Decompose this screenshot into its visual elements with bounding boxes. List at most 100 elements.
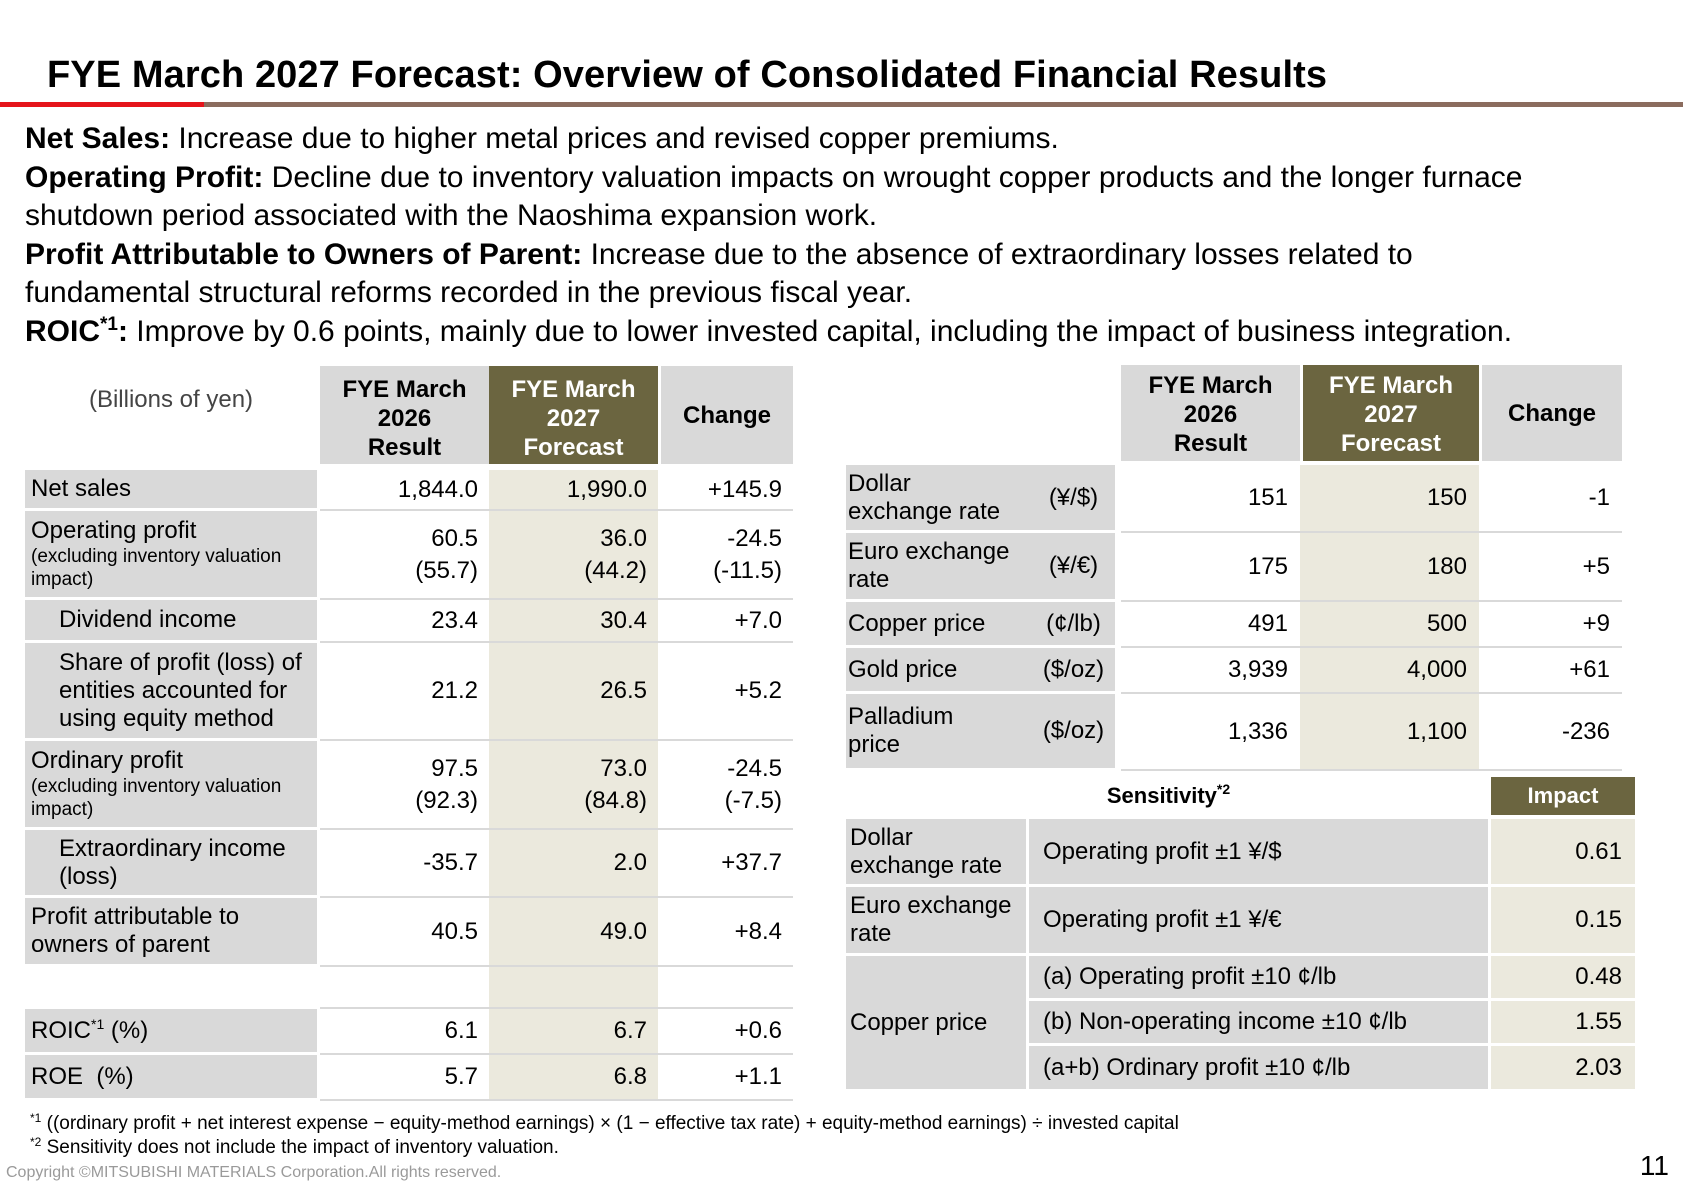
cell-operating-profit-result: 60.5 (55.7) <box>320 511 489 600</box>
cell-profit-attrib-forecast: 49.0 <box>489 898 658 967</box>
table-row: Operating profit (excluding inventory val… <box>25 511 793 600</box>
rt-label-copper: Copper price <box>846 602 1032 648</box>
rt-gold-result: 3,939 <box>1121 648 1300 694</box>
title-rule <box>204 102 1683 107</box>
summary-profit-attributable-label: Profit Attributable to Owners of Parent: <box>25 237 583 271</box>
table-row: Profit attributable to owners of parent 4… <box>25 898 793 967</box>
header-forecast: FYE March 2027 Forecast <box>489 366 658 464</box>
table-row: Euro exchange rate (¥/€) 175 180 +5 <box>846 533 1622 602</box>
sensitivity-impact-header: Impact <box>1491 777 1635 815</box>
unit-label: (Billions of yen) <box>88 386 254 413</box>
cell-net-sales-result: 1,844.0 <box>320 470 489 511</box>
row-label-roe: ROE (%) <box>25 1055 317 1101</box>
rt-label-euro: Euro exchange rate <box>846 533 1032 602</box>
table-row: Palladium price ($/oz) 1,336 1,100 -236 <box>846 694 1622 771</box>
table-row: (b) Non-operating income ±10 ¢/lb 1.55 <box>846 1001 1635 1046</box>
cell-dividend-forecast: 30.4 <box>489 600 658 643</box>
rt-euro-forecast: 180 <box>1300 533 1479 602</box>
table-row: Extraordinary income (loss) -35.7 2.0 +37… <box>25 830 793 898</box>
table-row: Dollar exchange rate (¥/$) 151 150 -1 <box>846 465 1622 533</box>
row-label-profit-attributable: Profit attributable to owners of parent <box>25 898 317 967</box>
rt-euro-result: 175 <box>1121 533 1300 602</box>
rt-label-dollar: Dollar exchange rate <box>846 465 1032 533</box>
rt-palladium-result: 1,336 <box>1121 694 1300 771</box>
rt-gold-forecast: 4,000 <box>1300 648 1479 694</box>
cell-ordinary-profit-change: -24.5 (-7.5) <box>658 741 793 830</box>
rt-dollar-forecast: 150 <box>1300 465 1479 533</box>
sens-desc-dollar: Operating profit ±1 ¥/$ <box>1029 819 1491 887</box>
cell-profit-attrib-result: 40.5 <box>320 898 489 967</box>
rt-copper-forecast: 500 <box>1300 602 1479 648</box>
cell-ordinary-profit-forecast: 73.0 (84.8) <box>489 741 658 830</box>
summary-roic-text: Improve by 0.6 points, mainly due to low… <box>127 314 1513 348</box>
sens-desc-copper-b: (b) Non-operating income ±10 ¢/lb <box>1029 1001 1491 1046</box>
cell-dividend-change: +7.0 <box>658 600 793 643</box>
footnote-1: *1 ((ordinary profit + net interest expe… <box>30 1111 1179 1134</box>
cell-operating-profit-change: -24.5 (-11.5) <box>658 511 793 600</box>
summary-profit-attributable-cont: fundamental structural reforms recorded … <box>25 276 913 309</box>
table-row: ROE (%) 5.7 6.8 +1.1 <box>25 1055 793 1101</box>
summary-operating-profit-text: Decline due to inventory valuation impac… <box>263 160 1523 194</box>
cell-dividend-result: 23.4 <box>320 600 489 643</box>
cell-equity-forecast: 26.5 <box>489 643 658 741</box>
summary-roic-label: ROIC*1: <box>25 313 128 348</box>
row-label-operating-profit: Operating profit (excluding inventory val… <box>25 511 317 600</box>
summary-net-sales-label: Net Sales: <box>25 122 171 155</box>
cell-extraordinary-change: +37.7 <box>658 830 793 898</box>
rt-unit-copper: (¢/lb) <box>1032 602 1118 648</box>
table-row: (a+b) Ordinary profit ±10 ¢/lb 2.03 <box>846 1046 1635 1092</box>
cell-profit-attrib-change: +8.4 <box>658 898 793 967</box>
table-row: Dividend income 23.4 30.4 +7.0 <box>25 600 793 643</box>
table-row: Copper price (a) Operating profit ±10 ¢/… <box>846 956 1635 1092</box>
cell-roe-forecast: 6.8 <box>489 1055 658 1101</box>
sens-desc-copper-a: (a) Operating profit ±10 ¢/lb <box>1029 956 1491 1001</box>
row-label-ordinary-profit: Ordinary profit (excluding inventory valu… <box>25 741 317 830</box>
cell-roic-change: +0.6 <box>658 1009 793 1055</box>
cell-extraordinary-result: -35.7 <box>320 830 489 898</box>
sens-value-copper-a: 0.48 <box>1491 956 1635 1001</box>
cell-net-sales-change: +145.9 <box>658 470 793 511</box>
table-row: Gold price ($/oz) 3,939 4,000 +61 <box>846 648 1622 694</box>
rt-label-gold: Gold price <box>846 648 1032 694</box>
rt-header-change: Change <box>1479 365 1622 461</box>
table-row: Euro exchange rate Operating profit ±1 ¥/… <box>846 887 1635 956</box>
rt-unit-palladium: ($/oz) <box>1032 694 1118 771</box>
sens-desc-euro: Operating profit ±1 ¥/€ <box>1029 887 1491 956</box>
sens-value-copper-ab: 2.03 <box>1491 1046 1635 1092</box>
rt-palladium-change: -236 <box>1479 694 1622 771</box>
table-row: Net sales 1,844.0 1,990.0 +145.9 <box>25 470 793 511</box>
summary-operating-profit: Operating Profit: Decline due to invento… <box>25 159 1675 198</box>
copyright: Copyright ©MITSUBISHI MATERIALS Corporat… <box>6 1164 502 1181</box>
rt-label-palladium: Palladium price <box>846 694 1032 771</box>
rt-copper-result: 491 <box>1121 602 1300 648</box>
footnote-2: *2 Sensitivity does not include the impa… <box>30 1135 559 1158</box>
cell-extraordinary-forecast: 2.0 <box>489 830 658 898</box>
cell-roic-result: 6.1 <box>320 1009 489 1055</box>
sens-value-euro: 0.15 <box>1491 887 1635 956</box>
row-label-extraordinary: Extraordinary income (loss) <box>25 830 317 898</box>
cell-roe-change: +1.1 <box>658 1055 793 1101</box>
rt-unit-euro: (¥/€) <box>1032 533 1118 602</box>
summary-net-sales: Net Sales: Increase due to higher metal … <box>25 120 1675 159</box>
sens-label-euro: Euro exchange rate <box>846 887 1029 956</box>
footnotes: *1 ((ordinary profit + net interest expe… <box>30 1112 1179 1160</box>
summary-operating-profit-cont: shutdown period associated with the Naos… <box>25 199 878 232</box>
cell-ordinary-profit-result: 97.5 (92.3) <box>320 741 489 830</box>
row-label-equity-method: Share of profit (loss) of entities accoun… <box>25 643 317 741</box>
cell-equity-result: 21.2 <box>320 643 489 741</box>
rt-unit-gold: ($/oz) <box>1032 648 1118 694</box>
rt-euro-change: +5 <box>1479 533 1622 602</box>
summary-profit-attributable-text: Increase due to the absence of extraordi… <box>582 237 1413 271</box>
rt-header-result: FYE March 2026 Result <box>1121 365 1300 461</box>
summary-profit-attributable: Profit Attributable to Owners of Parent:… <box>25 236 1675 275</box>
table-spacer-row <box>25 967 793 1009</box>
sensitivity-table: Sensitivity*2 Impact Dollar exchange rate… <box>846 777 1635 1092</box>
cell-net-sales-forecast: 1,990.0 <box>489 470 658 511</box>
row-label-net-sales: Net sales <box>25 470 317 511</box>
cell-operating-profit-forecast: 36.0 (44.2) <box>489 511 658 600</box>
table-row: Dollar exchange rate Operating profit ±1 … <box>846 819 1635 887</box>
header-result: FYE March 2026 Result <box>320 366 489 464</box>
rt-unit-dollar: (¥/$) <box>1032 465 1118 533</box>
sensitivity-title: Sensitivity*2 <box>1106 781 1231 808</box>
rt-dollar-result: 151 <box>1121 465 1300 533</box>
